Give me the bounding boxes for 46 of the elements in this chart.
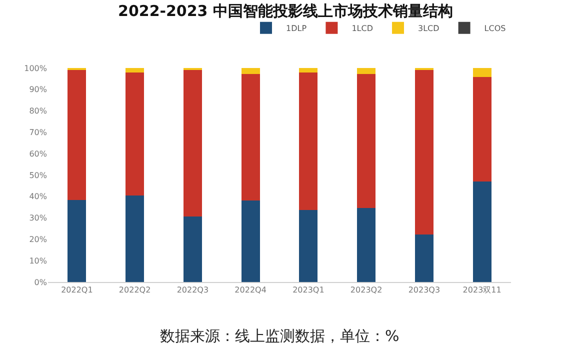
y-tick-label: 0% bbox=[34, 278, 48, 287]
legend-label: 3LCD bbox=[418, 24, 440, 33]
bar bbox=[414, 234, 434, 282]
legend-label: 1LCD bbox=[352, 24, 374, 33]
y-tick-label: 70% bbox=[29, 128, 48, 137]
bar bbox=[357, 74, 376, 208]
y-tick-label: 20% bbox=[29, 235, 48, 244]
y-tick-label: 50% bbox=[29, 170, 48, 180]
y-tick-label: 60% bbox=[29, 149, 48, 158]
bar bbox=[68, 200, 86, 282]
x-tick-label: 2022Q3 bbox=[176, 286, 209, 295]
x-tick-label: 2022Q4 bbox=[234, 286, 266, 295]
legend-label: LCOS bbox=[484, 24, 506, 33]
bar bbox=[472, 68, 492, 77]
chart-title: 2022-2023 中国智能投影线上市场技术销量结构 bbox=[118, 2, 453, 20]
bar bbox=[472, 76, 492, 182]
bar bbox=[241, 200, 260, 282]
x-tick-label: 2023双11 bbox=[462, 286, 502, 295]
x-tick-label: 2023Q1 bbox=[292, 286, 324, 295]
y-tick-label: 10% bbox=[29, 256, 48, 266]
source-note: 数据来源：线上监测数据，单位：% bbox=[160, 327, 400, 345]
bar bbox=[126, 68, 144, 72]
y-tick-label: 40% bbox=[29, 192, 48, 202]
bar bbox=[414, 70, 434, 235]
y-tick-label: 100% bbox=[24, 64, 48, 73]
x-tick-label: 2022Q2 bbox=[118, 286, 151, 295]
bar bbox=[299, 72, 318, 210]
y-tick-label: 30% bbox=[29, 214, 48, 223]
bar bbox=[299, 210, 318, 282]
bar bbox=[241, 74, 260, 200]
bar bbox=[68, 70, 86, 200]
bar bbox=[357, 68, 376, 74]
x-tick-label: 2023Q2 bbox=[350, 286, 382, 295]
bar bbox=[299, 68, 318, 72]
bar bbox=[183, 216, 202, 282]
bar bbox=[241, 68, 260, 74]
bar bbox=[126, 72, 144, 196]
bar bbox=[126, 195, 144, 282]
bar bbox=[357, 208, 376, 282]
x-tick-label: 2022Q1 bbox=[61, 286, 93, 295]
legend-label: 1DLP bbox=[286, 24, 307, 33]
y-tick-label: 80% bbox=[29, 106, 48, 116]
y-tick-label: 90% bbox=[29, 85, 48, 94]
bar bbox=[472, 182, 492, 282]
x-tick-label: 2023Q3 bbox=[408, 286, 440, 295]
bar bbox=[183, 70, 202, 217]
